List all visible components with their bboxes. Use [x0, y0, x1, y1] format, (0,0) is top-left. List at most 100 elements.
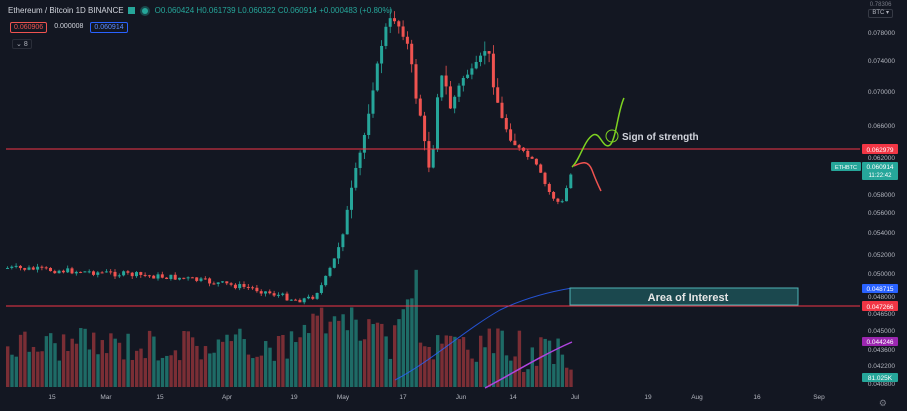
volume-bar	[556, 338, 560, 387]
candle-body	[479, 55, 482, 62]
candle-body	[264, 291, 267, 294]
candle-body	[483, 51, 487, 56]
volume-bar	[324, 333, 328, 387]
candle-body	[251, 287, 255, 289]
candle-body	[491, 53, 495, 88]
volume-bar	[461, 337, 466, 387]
currency-selector[interactable]: 0.78306 BTC ▾	[868, 2, 893, 18]
candle-body	[358, 152, 362, 168]
candle-body	[470, 68, 474, 75]
volume-bar	[126, 333, 130, 387]
currency-label: BTC	[872, 10, 885, 16]
volume-bar	[444, 335, 448, 387]
time-axis-label: Aug	[691, 394, 703, 401]
candle-body	[156, 274, 160, 279]
time-axis[interactable]: 15 Mar 15 Apr 19 May 17 Jun 14 Jul 19 Aug 16 Sep	[48, 394, 825, 401]
candle-body	[66, 268, 70, 273]
candle-body	[375, 63, 379, 91]
buy-price-button[interactable]: 0.060914	[90, 22, 128, 33]
indicators-collapse-button[interactable]: ⌄ 8	[12, 39, 32, 49]
volume-bar	[483, 347, 487, 387]
candle-body	[431, 149, 435, 168]
candle-body	[324, 275, 328, 286]
blue-line-badge: 0.048715	[862, 284, 898, 293]
price-axis-label: 0.066000	[868, 123, 895, 130]
candle-body	[272, 293, 276, 296]
volume-bar	[565, 367, 569, 387]
candle-body	[285, 293, 289, 301]
time-axis-label: 15	[156, 394, 164, 401]
candle-body	[380, 45, 384, 64]
time-axis-label: May	[337, 394, 350, 401]
candle-body	[225, 281, 229, 284]
volume-bar	[229, 341, 233, 387]
candle-body	[534, 158, 538, 165]
volume-bar	[496, 328, 500, 387]
volume-bar	[268, 347, 272, 387]
volume-bar	[242, 339, 246, 387]
sell-price-button[interactable]: 0.060906	[10, 22, 48, 33]
volume-bar	[66, 350, 70, 387]
candle-body	[238, 284, 242, 289]
volume-bar	[160, 357, 165, 387]
volume-bar	[547, 340, 552, 387]
volume-bar	[427, 346, 431, 387]
candle-body	[461, 77, 465, 86]
time-axis-label: 14	[509, 394, 517, 401]
volume-bar	[203, 346, 208, 387]
time-axis-label: Jul	[571, 394, 580, 401]
volume-bar	[246, 354, 251, 387]
volume-bar	[517, 330, 522, 387]
candle-body	[152, 275, 156, 279]
candle-body	[362, 135, 366, 153]
volume-bar	[530, 347, 534, 387]
volume-bar	[100, 340, 104, 387]
volume-bar	[113, 338, 117, 387]
candle-body	[530, 156, 534, 159]
volume-bar	[319, 307, 324, 387]
candle-body	[474, 61, 478, 69]
market-status-icon	[127, 7, 135, 14]
settings-gear-icon[interactable]: ⚙	[878, 398, 887, 408]
volume-bar	[436, 335, 440, 387]
candle-body	[147, 275, 151, 277]
candle-body	[427, 141, 431, 168]
candle-body	[104, 271, 108, 273]
candle-body	[208, 278, 212, 284]
volume-bar	[53, 343, 57, 387]
symbol-legend[interactable]: Ethereum / Bitcoin 1D BINANCE O0.060424 …	[8, 6, 392, 15]
area-of-interest-box[interactable]	[569, 287, 799, 306]
volume-bar	[255, 356, 259, 387]
blue-moving-average	[394, 287, 573, 381]
candle-body	[289, 299, 293, 301]
candle-body	[117, 275, 121, 277]
candle-body	[487, 51, 491, 54]
volume-bar	[474, 361, 479, 387]
volume-bar	[414, 269, 418, 387]
volume-bar	[264, 341, 268, 387]
currency-dropdown[interactable]: BTC ▾	[868, 9, 893, 18]
symbol-title[interactable]: Ethereum / Bitcoin 1D BINANCE	[8, 6, 124, 15]
time-axis-label: 17	[399, 394, 407, 401]
candle-body	[195, 277, 199, 281]
sign-of-strength-label: Sign of strength	[622, 132, 699, 143]
volume-bar	[135, 350, 139, 387]
volume-value: 81.025K	[868, 375, 893, 382]
volume-bar	[500, 330, 504, 387]
volume-bar	[143, 358, 147, 387]
price-axis-label: 0.070000	[868, 89, 895, 96]
candle-body	[367, 113, 371, 136]
volume-bar	[401, 309, 405, 387]
candle-body	[182, 277, 186, 279]
volume-bar	[298, 337, 302, 387]
support-badge: 0.047266	[862, 301, 898, 311]
price-axis-label: 0.050000	[868, 271, 895, 278]
candle-body	[552, 192, 556, 199]
volume-bar	[259, 355, 264, 387]
volume-bar	[6, 346, 10, 387]
volume-bar	[221, 341, 225, 387]
volume-bar	[74, 343, 79, 387]
price-axis[interactable]: 0.078000 0.074000 0.070000 0.066000 0.062000…	[868, 30, 895, 388]
volume-bar	[104, 353, 109, 387]
